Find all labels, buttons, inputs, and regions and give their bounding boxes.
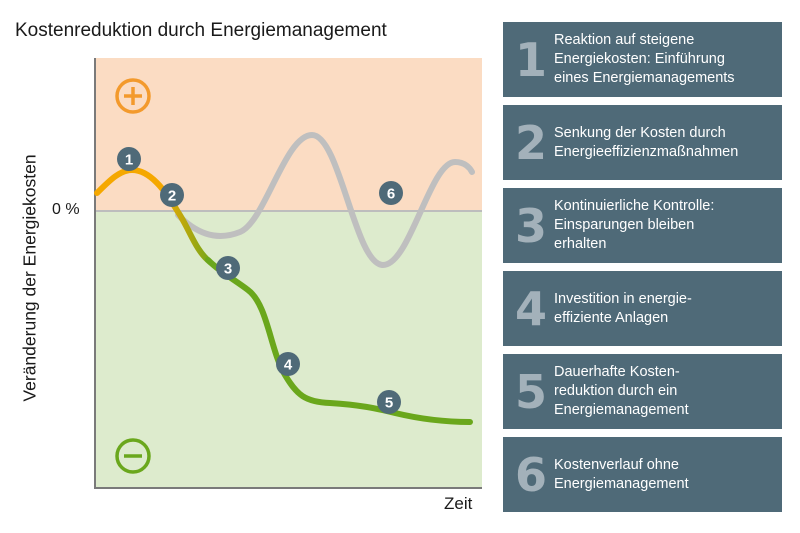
svg-text:5: 5	[385, 395, 393, 412]
legend-number: 5	[514, 364, 547, 419]
svg-text:3: 3	[224, 261, 232, 278]
legend-number: 3	[514, 198, 547, 253]
svg-text:1: 1	[125, 152, 133, 169]
negative-area	[95, 211, 482, 488]
legend-number: 4	[514, 281, 547, 336]
plus-icon	[115, 78, 151, 114]
x-axis-label: Zeit	[444, 494, 473, 513]
svg-text:6: 6	[387, 186, 395, 203]
marker-1: 1	[117, 147, 141, 171]
svg-text:2: 2	[168, 188, 176, 205]
svg-text:4: 4	[284, 357, 293, 374]
legend-text: Reaktion auf steigene Energiekosten: Ein…	[554, 32, 735, 86]
minus-icon	[115, 438, 151, 474]
diagram-title: Kostenreduktion durch Energiemanagement	[15, 20, 387, 41]
positive-area	[95, 58, 482, 211]
legend-item-3: 3 Kontinuierliche Kontrolle: Einsparunge…	[503, 188, 782, 263]
marker-4: 4	[276, 352, 300, 376]
y-axis-label: Veränderung der Energiekosten	[19, 154, 40, 402]
legend-item-2: 2 Senkung der Kosten durch Energieeffizi…	[503, 105, 782, 180]
curve-reaction	[94, 166, 213, 265]
legend-text: Kostenverlauf ohne Energiemanagement	[554, 456, 689, 492]
legend: 1 Reaktion auf steigene Energiekosten: E…	[503, 22, 782, 520]
legend-text: Kontinuierliche Kontrolle: Einsparungen …	[554, 198, 715, 252]
legend-item-4: 4 Investition in energie- effiziente Anl…	[503, 271, 782, 346]
legend-item-5: 5 Dauerhafte Kosten- reduktion durch ein…	[503, 354, 782, 429]
legend-number: 6	[514, 447, 547, 502]
legend-text: Investition in energie- effiziente Anlag…	[554, 290, 692, 326]
curve-reduction	[205, 257, 473, 425]
marker-3: 3	[216, 256, 240, 280]
curve-without-management	[175, 131, 475, 269]
legend-number: 1	[514, 32, 547, 87]
marker-5: 5	[377, 390, 401, 414]
marker-6: 6	[379, 181, 403, 205]
marker-2: 2	[160, 183, 184, 207]
zero-percent-label: 0 %	[52, 201, 80, 218]
legend-number: 2	[514, 115, 547, 170]
legend-text: Dauerhafte Kosten- reduktion durch ein E…	[554, 364, 689, 418]
legend-item-6: 6 Kostenverlauf ohne Energiemanagement	[503, 437, 782, 512]
legend-item-1: 1 Reaktion auf steigene Energiekosten: E…	[503, 22, 782, 97]
legend-text: Senkung der Kosten durch Energieeffizien…	[554, 124, 739, 160]
